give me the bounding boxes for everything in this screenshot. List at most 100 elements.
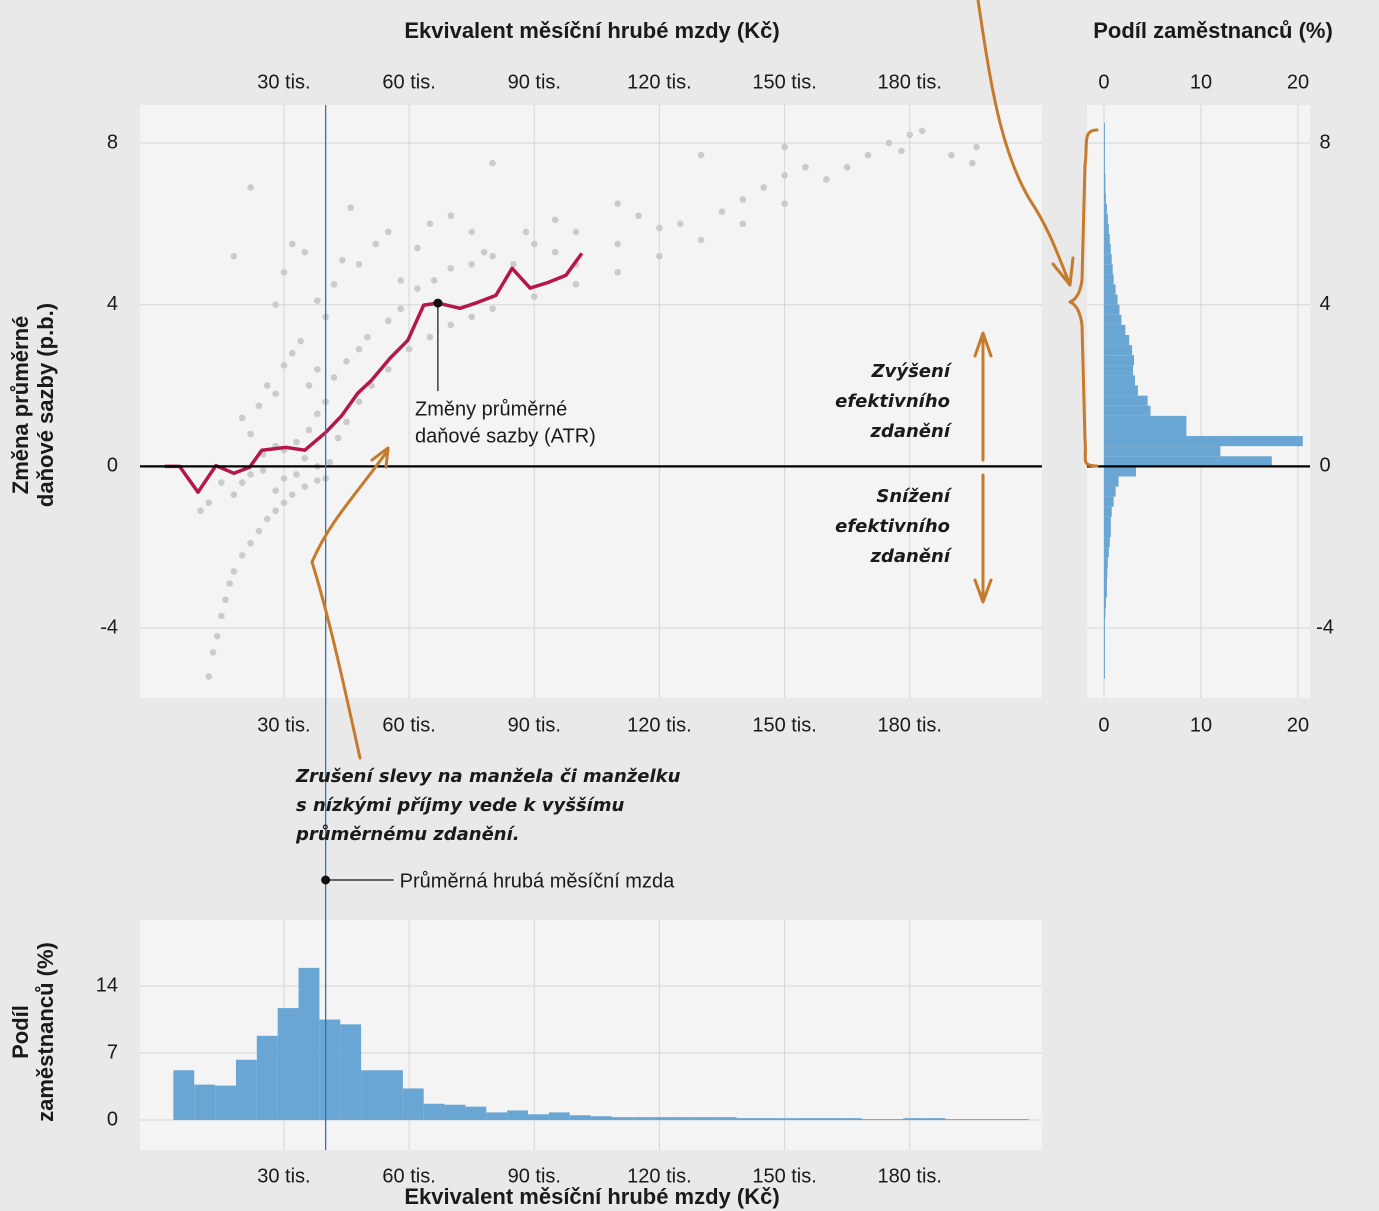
scatter-point <box>264 382 271 389</box>
scatter-point <box>781 200 788 207</box>
y-tick-label: 0 <box>107 455 118 477</box>
scatter-point <box>906 132 913 139</box>
histogram-bar <box>966 1119 987 1120</box>
x-tick-label: 90 tis. <box>508 71 561 93</box>
chart: 30 tis.30 tis.60 tis.60 tis.90 tis.90 ti… <box>0 0 1379 1211</box>
histogram-bar <box>486 1112 507 1120</box>
histogram-bar <box>737 1118 758 1120</box>
x-tick-label: 10 <box>1190 714 1212 736</box>
y-axis-title: Změna průměrné <box>8 316 33 495</box>
scatter-point <box>347 204 354 211</box>
scatter-point <box>306 427 313 434</box>
histogram-bar <box>1104 476 1119 486</box>
scatter-point <box>531 293 538 300</box>
annotation: efektivního <box>835 391 950 412</box>
scatter-point <box>231 253 238 260</box>
scatter-point <box>448 322 455 329</box>
scatter-point <box>698 152 705 159</box>
x-tick-label: 120 tis. <box>627 71 691 93</box>
histogram-bar <box>1104 305 1120 315</box>
scatter-point <box>239 479 246 486</box>
scatter-point <box>331 374 338 381</box>
x-axis-title: Podíl zaměstnanců (%) <box>1093 18 1333 43</box>
scatter-point <box>247 540 254 547</box>
scatter-point <box>531 241 538 248</box>
scatter-point <box>614 241 621 248</box>
scatter-point <box>231 491 238 498</box>
scatter-point <box>239 552 246 559</box>
y-tick-label: 7 <box>107 1041 118 1063</box>
x-tick-label: 20 <box>1287 714 1309 736</box>
annotation: zdanění <box>869 546 952 567</box>
histogram-bar <box>841 1118 862 1120</box>
histogram-bar <box>1104 274 1114 284</box>
scatter-point <box>886 140 893 147</box>
scatter-point <box>206 673 213 680</box>
histogram-bar <box>1104 173 1105 183</box>
scatter-point <box>293 471 300 478</box>
scatter-point <box>719 208 726 215</box>
annotation-dot <box>433 299 442 308</box>
scatter-point <box>256 528 263 535</box>
histogram-bar <box>716 1117 737 1120</box>
histogram-bar <box>987 1119 1008 1120</box>
scatter-point <box>948 152 955 159</box>
histogram-bar <box>1104 527 1111 537</box>
scatter-point <box>247 184 254 191</box>
y-tick-label: -4 <box>100 616 118 638</box>
histogram-bar <box>1104 507 1112 517</box>
scatter-point <box>614 269 621 276</box>
y-tick-label: 14 <box>96 974 118 996</box>
histogram-bar <box>549 1112 570 1120</box>
histogram-bar <box>591 1116 612 1120</box>
histogram-bar <box>695 1117 716 1120</box>
y-tick-label: 4 <box>1319 293 1330 315</box>
scatter-point <box>272 301 279 308</box>
x-tick-label: 30 tis. <box>257 714 310 736</box>
histogram-bar <box>528 1114 549 1120</box>
histogram-bar <box>1104 567 1107 577</box>
x-tick-label: 30 tis. <box>257 71 310 93</box>
x-tick-label: 60 tis. <box>382 71 435 93</box>
histogram-bar <box>1104 406 1151 416</box>
scatter-point <box>281 362 288 369</box>
scatter-point <box>489 253 496 260</box>
y-tick-label: 8 <box>1319 131 1330 153</box>
scatter-point <box>264 516 271 523</box>
histogram-bar <box>445 1105 466 1120</box>
histogram-bar <box>403 1088 424 1120</box>
scatter-point <box>301 249 308 256</box>
annotation-dot <box>321 876 330 885</box>
scatter-point <box>414 285 421 292</box>
histogram-bar <box>215 1086 236 1120</box>
scatter-point <box>489 305 496 312</box>
y-tick-label: 0 <box>107 1108 118 1130</box>
scatter-point <box>969 160 976 167</box>
y-axis-title: Podíl <box>8 1005 33 1059</box>
scatter-point <box>231 568 238 575</box>
histogram-bar <box>883 1119 904 1120</box>
scatter-point <box>448 212 455 219</box>
histogram-bar <box>194 1085 215 1120</box>
scatter-point <box>331 281 338 288</box>
scatter-point <box>314 411 321 418</box>
scatter-point <box>272 508 279 515</box>
scatter-point <box>343 419 350 426</box>
histogram-bar <box>1104 386 1138 396</box>
scatter-point <box>781 144 788 151</box>
histogram-bar <box>757 1118 778 1120</box>
histogram-bar <box>1104 608 1105 618</box>
scatter-point <box>335 435 342 442</box>
histogram-bar <box>1104 264 1113 274</box>
x-tick-label: 10 <box>1190 71 1212 93</box>
scatter-point <box>397 277 404 284</box>
scatter-point <box>364 334 371 341</box>
histogram-bar <box>1104 557 1108 567</box>
annotation: efektivního <box>835 516 950 537</box>
x-tick-label: 0 <box>1098 714 1109 736</box>
histogram-bar <box>1104 497 1114 507</box>
scatter-point <box>281 475 288 482</box>
histogram-bar <box>424 1104 445 1120</box>
histogram-bar <box>1104 244 1111 254</box>
scatter-point <box>356 261 363 268</box>
